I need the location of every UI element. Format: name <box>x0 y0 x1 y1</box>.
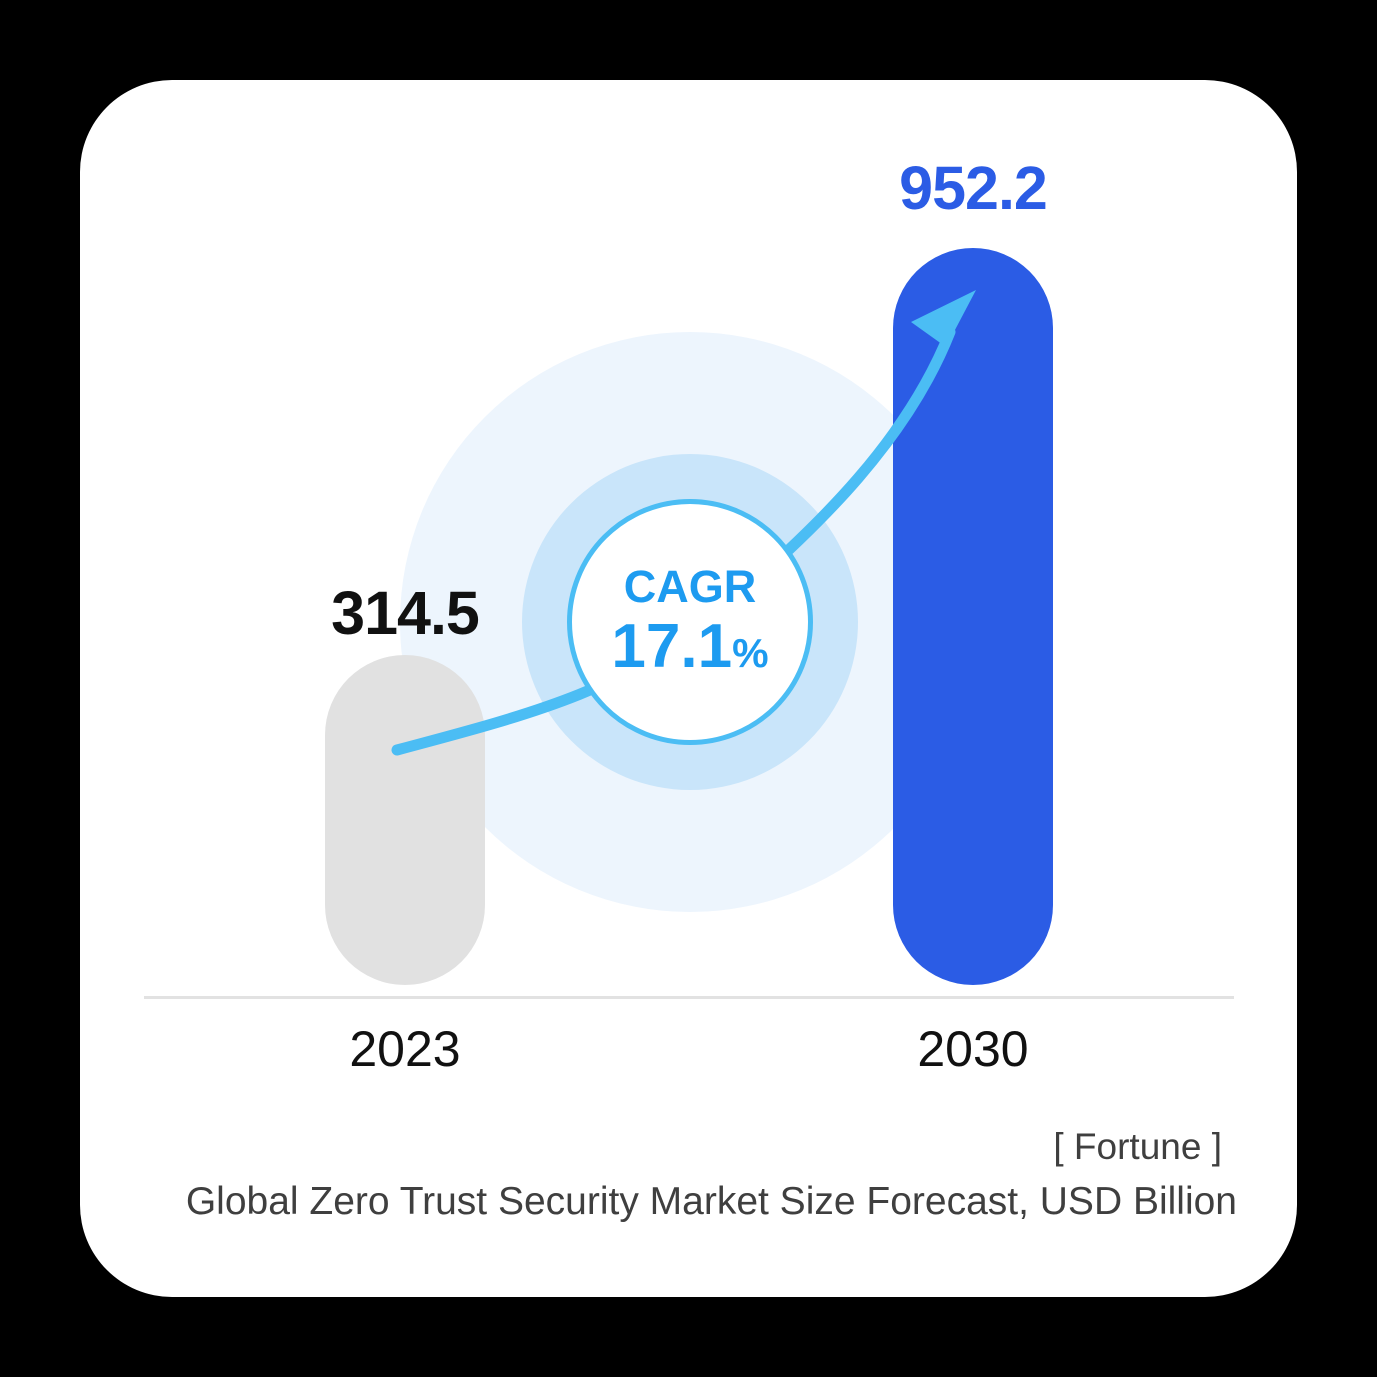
cagr-badge: CAGR 17.1% <box>567 499 813 745</box>
chart-caption: Global Zero Trust Security Market Size F… <box>185 1180 1237 1223</box>
year-label-2023: 2023 <box>349 1021 461 1077</box>
cagr-label: CAGR <box>623 561 757 613</box>
value-label-2030: 952.2 <box>899 154 1048 222</box>
source-attribution: [ Fortune ] <box>1053 1126 1222 1167</box>
bar-2023 <box>325 655 485 985</box>
cagr-value: 17.1% <box>611 612 769 682</box>
zero-trust-chart-card: CAGR 17.1% 314.5 952.2 2023 2030 [ Fortu… <box>80 80 1297 1297</box>
axis-baseline <box>144 996 1234 999</box>
cagr-percent-sign: % <box>732 630 769 677</box>
bar-2030 <box>893 248 1053 985</box>
cagr-value-number: 17.1 <box>611 612 733 682</box>
value-label-2023: 314.5 <box>331 579 480 647</box>
year-label-2030: 2030 <box>917 1021 1029 1077</box>
